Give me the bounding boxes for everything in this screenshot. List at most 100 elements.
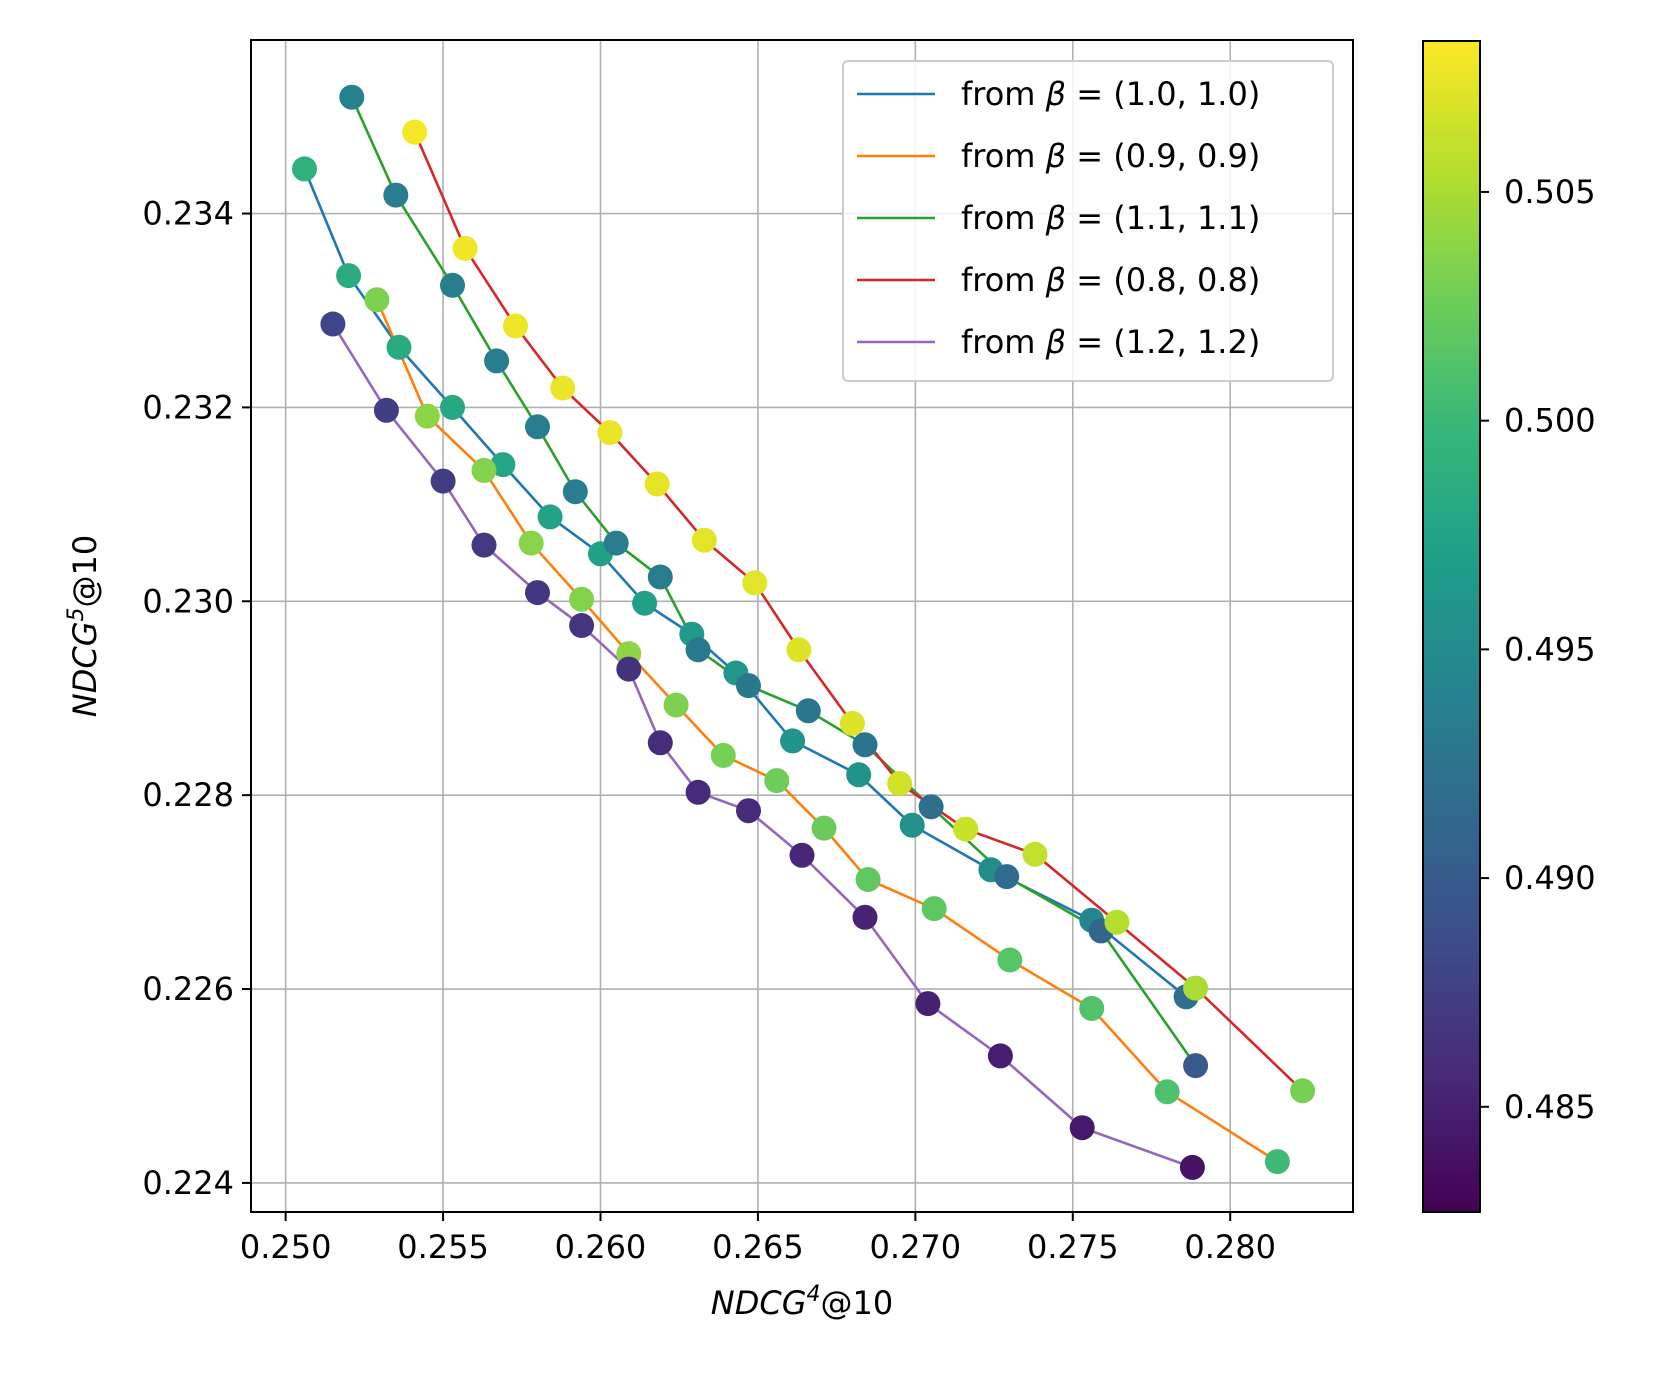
data-point xyxy=(292,156,317,182)
data-point xyxy=(1079,995,1105,1021)
data-point xyxy=(518,530,544,556)
data-point xyxy=(685,779,711,805)
y-axis-label: NDCG5@10 xyxy=(64,535,104,717)
data-point xyxy=(364,287,390,313)
data-point xyxy=(918,794,944,820)
series-line-3 xyxy=(350,96,1197,1067)
series-line-4 xyxy=(413,131,1304,1092)
x-tick-label: 0.255 xyxy=(397,1228,489,1266)
colorbar-tick-label: 0.490 xyxy=(1504,859,1596,897)
y-tick-label: 0.232 xyxy=(142,388,234,426)
data-point xyxy=(953,816,979,842)
data-point xyxy=(440,272,465,298)
grid-lines xyxy=(251,40,1353,1212)
series-line-1 xyxy=(303,168,1187,998)
data-point xyxy=(537,504,563,530)
data-point xyxy=(685,637,711,663)
legend-entry: from β = (0.9, 0.9) xyxy=(857,137,1260,175)
legend-label: from β = (0.8, 0.8) xyxy=(961,261,1260,299)
data-point xyxy=(320,311,346,337)
colorbar-tick-label: 0.500 xyxy=(1504,402,1596,440)
data-point xyxy=(632,590,658,616)
data-point xyxy=(647,564,673,590)
data-point xyxy=(1290,1078,1316,1104)
data-point xyxy=(440,394,465,420)
y-tick-label: 0.224 xyxy=(142,1164,234,1202)
data-point xyxy=(562,479,588,505)
data-point xyxy=(647,730,673,756)
data-point xyxy=(414,403,440,429)
data-point xyxy=(484,348,510,374)
data-point xyxy=(569,613,595,638)
data-point xyxy=(736,673,761,699)
x-tick-label: 0.270 xyxy=(870,1228,962,1266)
data-point xyxy=(997,947,1023,973)
data-point xyxy=(452,235,478,261)
legend-label: from β = (1.1, 1.1) xyxy=(961,199,1260,237)
data-point xyxy=(839,710,865,736)
y-tick-label: 0.228 xyxy=(142,776,234,814)
data-point xyxy=(402,119,428,145)
data-point xyxy=(710,742,736,768)
data-point xyxy=(490,452,516,478)
data-point xyxy=(1069,1115,1095,1141)
data-point xyxy=(789,842,815,868)
data-point xyxy=(430,468,456,494)
x-tick-label: 0.275 xyxy=(1027,1228,1119,1266)
data-point xyxy=(1022,841,1048,867)
data-point xyxy=(691,527,717,553)
data-point xyxy=(550,375,576,401)
legend-label: from β = (1.2, 1.2) xyxy=(961,323,1260,361)
colorbar-tick-label: 0.485 xyxy=(1504,1088,1596,1126)
data-point xyxy=(616,656,642,682)
colorbar-ticks: 0.485 0.490 0.495 0.500 0.505 xyxy=(1480,173,1596,1126)
data-point xyxy=(846,762,872,788)
data-point xyxy=(855,867,881,892)
data-point xyxy=(987,1043,1013,1069)
data-point xyxy=(852,904,878,930)
series-line-5 xyxy=(331,323,1193,1169)
data-point xyxy=(921,896,947,922)
x-tick-label: 0.250 xyxy=(240,1228,332,1266)
data-point xyxy=(1264,1149,1290,1175)
data-point xyxy=(994,864,1020,890)
data-point xyxy=(663,692,689,718)
data-point xyxy=(915,991,941,1017)
x-axis-label: NDCG4@10 xyxy=(711,1282,893,1322)
data-point xyxy=(383,182,409,208)
data-point xyxy=(373,397,399,423)
colorbar-gradient xyxy=(1423,41,1480,1212)
colorbar-tick-label: 0.495 xyxy=(1504,630,1596,668)
data-point xyxy=(1183,975,1209,1001)
legend-label: from β = (0.9, 0.9) xyxy=(961,137,1260,175)
legend-box xyxy=(842,60,1334,382)
data-point xyxy=(852,732,878,758)
data-point xyxy=(525,580,550,606)
data-point xyxy=(336,263,362,289)
colorbar: 0.485 0.490 0.495 0.500 0.505 xyxy=(1422,40,1596,1213)
data-point xyxy=(1179,1154,1205,1180)
x-tick-label: 0.280 xyxy=(1184,1228,1276,1266)
y-tick-label: 0.226 xyxy=(142,970,234,1008)
data-point xyxy=(644,471,670,497)
data-point xyxy=(811,815,837,841)
data-point xyxy=(1183,1053,1209,1079)
y-axis-ticks: 0.224 0.226 0.228 0.230 0.232 0.234 xyxy=(142,195,251,1202)
y-tick-label: 0.230 xyxy=(142,582,234,620)
data-point xyxy=(736,798,761,824)
data-point xyxy=(780,728,806,754)
data-point xyxy=(742,570,768,596)
data-point xyxy=(386,334,412,360)
data-point xyxy=(887,771,913,796)
data-point xyxy=(764,768,790,794)
data-point xyxy=(569,586,595,612)
series-lines xyxy=(303,96,1304,1169)
legend-entry: from β = (1.2, 1.2) xyxy=(857,323,1260,361)
data-point xyxy=(603,530,629,556)
data-point xyxy=(471,457,497,483)
data-point xyxy=(786,637,812,663)
colorbar-tick-label: 0.505 xyxy=(1504,173,1596,211)
data-point xyxy=(1104,909,1130,935)
legend-entry: from β = (1.0, 1.0) xyxy=(857,75,1260,113)
